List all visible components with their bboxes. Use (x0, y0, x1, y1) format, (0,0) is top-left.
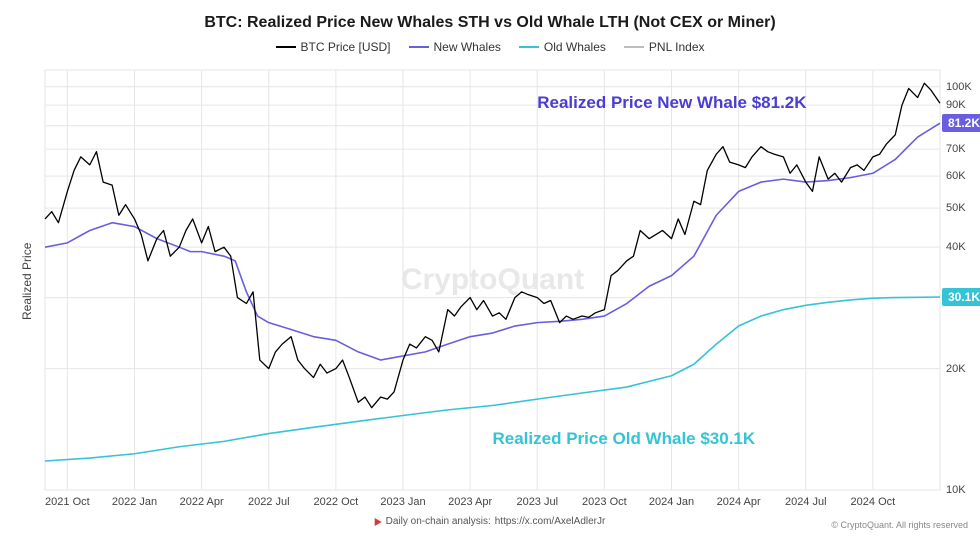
legend-label: PNL Index (649, 40, 705, 54)
footer-marker-icon (375, 518, 382, 526)
x-tick-label: 2022 Apr (180, 496, 224, 508)
legend-item: BTC Price [USD] (276, 40, 391, 54)
annotation-0: Realized Price New Whale $81.2K (537, 93, 806, 113)
annotation-1: Realized Price Old Whale $30.1K (493, 429, 756, 449)
legend-item: Old Whales (519, 40, 606, 54)
chart-container: BTC: Realized Price New Whales STH vs Ol… (0, 0, 980, 551)
x-tick-label: 2021 Oct (45, 496, 90, 508)
x-tick-label: 2024 Jul (785, 496, 827, 508)
y-tick-label: 70K (946, 143, 980, 155)
x-tick-label: 2022 Jul (248, 496, 290, 508)
x-tick-label: 2022 Oct (314, 496, 359, 508)
end-badge-new_whales: 81.2K (942, 114, 980, 132)
legend-item: PNL Index (624, 40, 705, 54)
y-axis-label: Realized Price (20, 243, 34, 320)
legend: BTC Price [USD] New Whales Old Whales PNL I… (0, 40, 980, 54)
footer-link[interactable]: https://x.com/AxelAdlerJr (495, 516, 606, 527)
end-badge-old_whales: 30.1K (942, 288, 980, 306)
plot-svg (45, 70, 940, 490)
legend-label: Old Whales (544, 40, 606, 54)
y-tick-label: 60K (946, 170, 980, 182)
legend-label: New Whales (434, 40, 501, 54)
legend-swatch (409, 46, 429, 48)
legend-label: BTC Price [USD] (301, 40, 391, 54)
x-tick-label: 2024 Oct (851, 496, 896, 508)
y-tick-label: 50K (946, 202, 980, 214)
x-tick-label: 2024 Jan (649, 496, 694, 508)
x-tick-label: 2023 Oct (582, 496, 627, 508)
x-tick-label: 2022 Jan (112, 496, 157, 508)
footer: Daily on-chain analysis: https://x.com/A… (375, 516, 606, 527)
y-tick-label: 90K (946, 99, 980, 111)
x-tick-label: 2023 Jan (380, 496, 425, 508)
legend-item: New Whales (409, 40, 501, 54)
legend-swatch (519, 46, 539, 48)
y-tick-label: 10K (946, 484, 980, 496)
x-tick-label: 2024 Apr (717, 496, 761, 508)
chart-title: BTC: Realized Price New Whales STH vs Ol… (0, 14, 980, 32)
legend-swatch (624, 46, 644, 48)
legend-swatch (276, 46, 296, 48)
copyright: © CryptoQuant. All rights reserved (831, 520, 968, 530)
y-tick-label: 20K (946, 363, 980, 375)
x-tick-label: 2023 Jul (516, 496, 558, 508)
y-tick-label: 100K (946, 81, 980, 93)
footer-text: Daily on-chain analysis: (386, 516, 491, 527)
x-tick-label: 2023 Apr (448, 496, 492, 508)
plot-area: CryptoQuant (45, 70, 940, 490)
y-tick-label: 40K (946, 241, 980, 253)
